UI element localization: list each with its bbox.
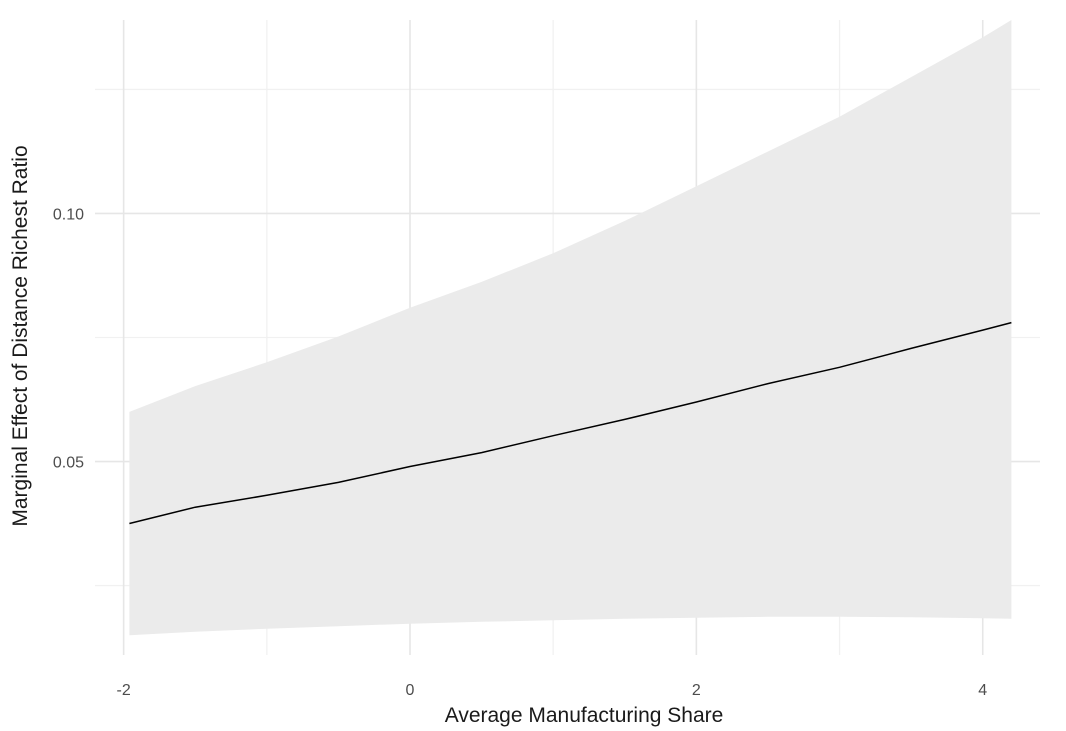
x-tick-label: -2 [117, 682, 131, 699]
x-tick-label: 4 [978, 682, 987, 699]
y-tick-label: 0.05 [53, 455, 84, 472]
confidence-band [129, 20, 1012, 636]
estimate-line-layer [129, 321, 1012, 525]
x-tick-label: 2 [692, 682, 701, 699]
x-axis-ticks: -2 0 2 4 [117, 682, 988, 699]
x-axis-title: Average Manufacturing Share [445, 704, 724, 727]
confidence-band-layer [129, 20, 1012, 636]
marginal-effect-line [129, 321, 1012, 525]
x-tick-label: 0 [406, 682, 415, 699]
y-tick-label: 0.10 [53, 206, 84, 223]
y-axis-title: Marginal Effect of Distance Richest Rati… [9, 145, 32, 526]
y-axis-ticks: 0.05 0.10 [53, 206, 84, 471]
